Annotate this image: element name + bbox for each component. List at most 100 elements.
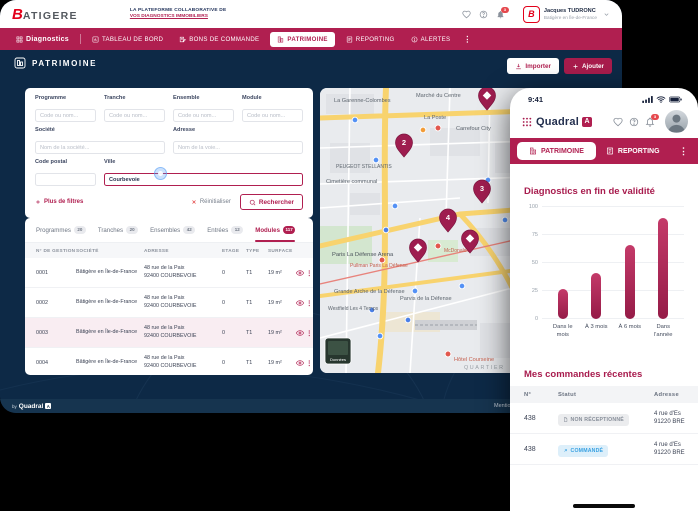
table-row[interactable]: 0001 Bâtigère en Île-de-France 48 rue de… [25,258,313,288]
adresse-input[interactable] [173,141,303,154]
favorites-heart-icon[interactable] [613,117,623,127]
view-row-eye-icon[interactable] [296,329,304,337]
cell-surface: 19 m² [268,269,282,276]
table-row-highlighted[interactable]: 0003 Bâtigère en Île-de-France 48 rue de… [25,318,313,348]
map-site-marker[interactable] [461,229,479,254]
phone-nav-kebab-icon[interactable]: ⋮ [679,145,688,156]
help-icon[interactable] [629,117,639,127]
reset-filters-link[interactable]: Réinitialiser [191,199,231,205]
code-postal-input[interactable] [35,173,96,186]
row-actions-kebab-icon[interactable]: ⋮ [306,269,313,277]
nav-item-tableau-de-bord[interactable]: TABLEAU DE BORD [84,36,171,43]
ensemble-input[interactable] [173,109,234,122]
import-button[interactable]: Importer [507,58,559,74]
tab-programmes[interactable]: Programmes 20 [36,218,86,242]
societe-input[interactable] [35,141,165,154]
search-button[interactable]: Rechercher [239,194,303,210]
view-row-eye-icon[interactable] [296,299,304,307]
search-filters-panel: Programme Tranche Ensemble Module Sociét… [25,88,313,218]
col-adresse: Adresse [144,248,169,253]
nav-item-diagnostics[interactable]: Diagnostics [8,36,77,43]
plus-icon [36,200,40,204]
map-label: McDonald's [444,248,470,254]
favorites-heart-icon[interactable] [462,10,471,19]
notification-badge: 3 [500,6,509,13]
tab-tranches[interactable]: Tranches 20 [98,218,139,242]
cell-societe: Bâtigère en Île-de-France [76,358,138,365]
map-cluster-marker[interactable]: 2 [395,133,413,158]
ville-input[interactable] [104,173,303,186]
map-layer-toggle[interactable]: Données [324,337,352,365]
field-societe: Société [35,127,165,154]
nav-item-patrimoine[interactable]: PATRIMOINE [270,31,335,47]
nav-overflow-kebab-icon[interactable]: ⋮ [463,34,472,44]
cell-adresse: 48 rue de la Paix 92400 COURBEVOIE [144,265,197,279]
cell-type: T1 [246,359,253,366]
field-module: Module [242,95,303,122]
notifications-bell-icon[interactable]: 3 [645,113,659,127]
home-indicator[interactable] [573,504,635,508]
nav-item-bons-de-commande[interactable]: BONS DE COMMANDE [171,36,267,43]
cell-etage: 0 [222,299,225,306]
map-cluster-marker[interactable]: 4 [439,208,457,233]
view-row-eye-icon[interactable] [296,269,304,277]
map-cluster-marker[interactable]: 3 [473,179,491,204]
order-row[interactable]: 438 NON RÉCEPTIONNÉ 4 rue d'Es 91220 BRE [510,403,698,435]
help-icon[interactable] [479,10,488,19]
user-menu[interactable]: B Jacques TUDRONC Batigère en Île-de-Fra… [522,5,610,23]
map-label: La Poste [424,115,446,121]
phone-tab-patrimoine[interactable]: PATRIMOINE [517,142,596,160]
quadral-mark-icon: A [45,403,52,409]
row-actions-kebab-icon[interactable]: ⋮ [306,329,313,337]
user-name: Jacques TUDRONC [543,7,596,14]
programme-input[interactable] [35,109,96,122]
col-num: N° [524,391,532,398]
view-row-eye-icon[interactable] [296,359,304,367]
map-site-marker[interactable] [478,88,496,111]
chart-bar[interactable] [591,273,602,319]
svg-text:3: 3 [480,184,484,193]
svg-text:4: 4 [446,213,451,222]
cell-gestion: 0002 [36,299,48,306]
map-site-marker[interactable] [409,238,427,263]
cell-adresse: 48 rue de la Paix 92400 COURBEVOIE [144,325,197,339]
grid-icon [16,36,23,42]
tab-ensembles[interactable]: Ensembles 42 [150,218,196,242]
user-organization: Batigère en Île-de-France [543,14,597,20]
col-statut: Statut [558,391,577,398]
footer-brand[interactable]: Quadral A [18,402,52,410]
notifications-bell-icon[interactable]: 3 [496,6,509,19]
chart-bar[interactable] [658,218,669,319]
module-input[interactable] [242,109,303,122]
row-actions-kebab-icon[interactable]: ⋮ [306,299,313,307]
row-actions-kebab-icon[interactable]: ⋮ [306,359,313,367]
add-button[interactable]: Ajouter [563,58,612,74]
touch-indicator [154,167,167,180]
user-avatar-photo[interactable] [665,110,688,133]
apps-grid-icon[interactable] [522,117,532,127]
chart-bar[interactable] [624,245,635,319]
map-label: PEUGEOT STELLANTIS [336,164,392,170]
patrimoine-section-icon [14,57,26,69]
tab-modules[interactable]: Modules 117 [255,218,296,242]
nav-item-reporting[interactable]: REPORTING [338,36,403,43]
field-ensemble: Ensemble [173,95,234,122]
table-row[interactable]: 0002 Bâtigère en Île-de-France 48 rue de… [25,288,313,318]
more-filters-link[interactable]: Plus de filtres [35,199,83,205]
map-label: Carrefour City [456,126,491,132]
plus-icon [573,63,578,69]
map-label: Marché du Centre [416,93,461,99]
order-row[interactable]: 438 COMMANDÉ 4 rue d'Es 91220 BRE [510,434,698,466]
table-row[interactable]: 0004 Bâtigère en Île-de-France 48 rue de… [25,348,313,375]
chart-tick-label: 100 [528,204,538,210]
cell-gestion: 0003 [36,329,48,336]
chart-gridline [542,290,684,291]
chart-bar[interactable] [557,288,568,319]
chart-bar-column [580,207,614,319]
tranche-input[interactable] [104,109,165,122]
phone-tab-reporting[interactable]: REPORTING [596,142,670,160]
col-surface: Surface [268,248,293,253]
tab-entrees[interactable]: Entrées 12 [207,218,244,242]
nav-item-alertes[interactable]: ALERTES [403,36,459,43]
